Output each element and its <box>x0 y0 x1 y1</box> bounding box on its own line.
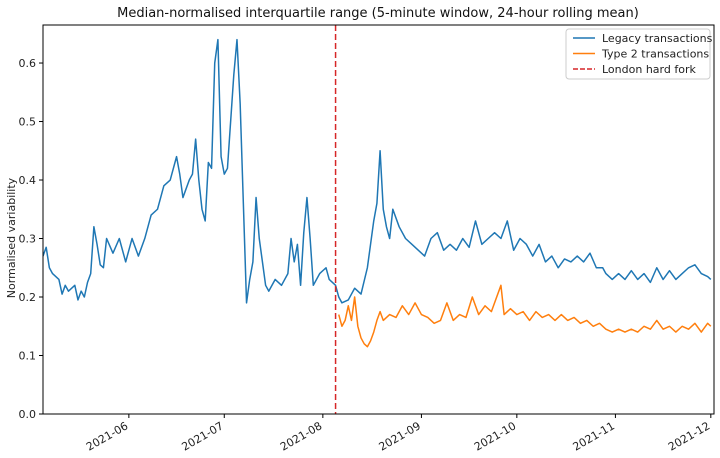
series-line-legacy <box>43 38 712 304</box>
x-tick-label: 2021-10 <box>472 419 518 453</box>
legend-label-type2: Type 2 transactions <box>601 48 709 61</box>
legend-label-fork: London hard fork <box>602 63 696 76</box>
y-tick-label: 0.0 <box>19 408 37 421</box>
x-tick-label: 2021-08 <box>278 419 324 453</box>
legend-box <box>565 28 711 80</box>
legend-label-legacy: Legacy transactions <box>602 32 713 45</box>
y-tick-label: 0.5 <box>19 116 37 129</box>
x-tick-label: 2021-12 <box>666 419 712 453</box>
y-tick-label: 0.1 <box>19 350 37 363</box>
axes: 0.0 0.1 0.2 0.3 0.4 0.5 0.6 2021-06 2021-07 2021-… <box>19 57 713 454</box>
plot-frame <box>42 24 715 415</box>
y-tick-label: 0.2 <box>19 291 37 304</box>
chart-title: Median-normalised interquartile range (5… <box>117 6 639 21</box>
y-tick-label: 0.6 <box>19 57 37 70</box>
y-tick-label: 0.3 <box>19 233 37 246</box>
series-line-type2 <box>338 284 712 348</box>
x-tick-label: 2021-09 <box>377 419 423 453</box>
plot-area <box>43 25 712 414</box>
legend: Legacy transactions Type 2 transactions Lo… <box>565 28 713 80</box>
y-axis-label: Normalised variability <box>5 177 18 298</box>
y-tick-label: 0.4 <box>19 174 37 187</box>
x-tick-label: 2021-07 <box>179 419 225 453</box>
x-tick-label: 2021-11 <box>571 419 617 453</box>
x-tick-label: 2021-06 <box>84 419 130 453</box>
